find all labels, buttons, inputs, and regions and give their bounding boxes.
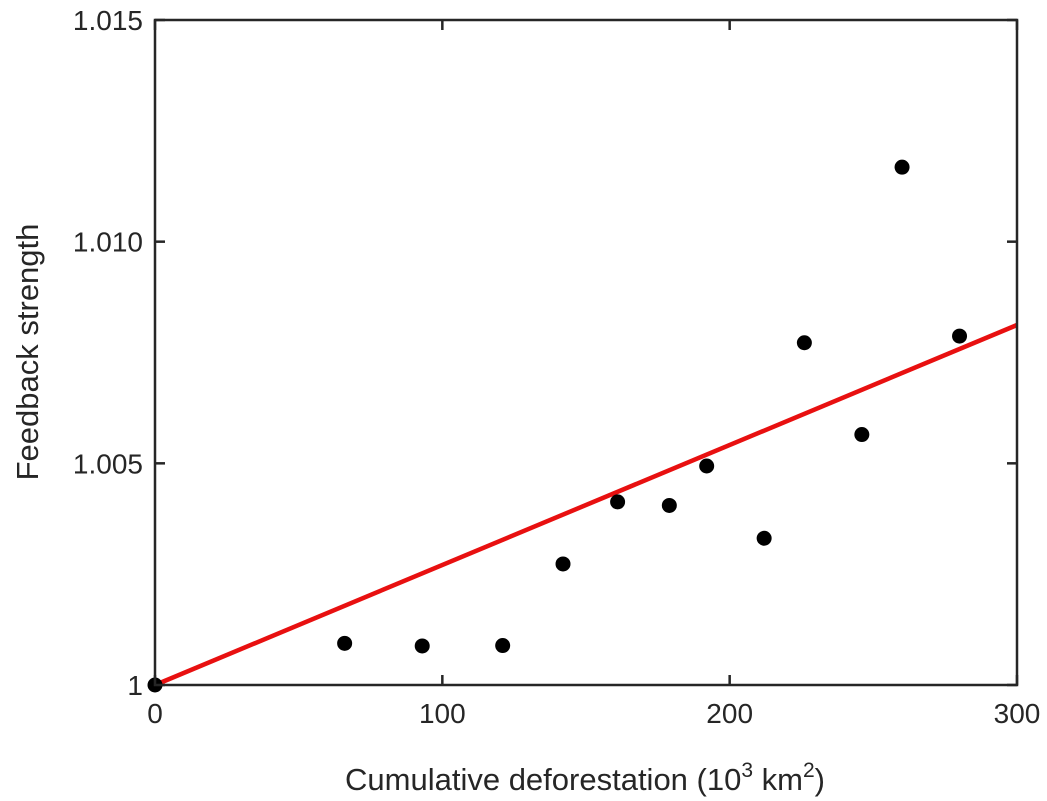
- data-point: [757, 531, 772, 546]
- points-layer: [148, 160, 968, 693]
- x-axis-title: Cumulative deforestation (103 km2): [345, 759, 825, 797]
- data-point: [895, 160, 910, 175]
- data-point: [610, 494, 625, 509]
- y-tick-label: 1.010: [73, 227, 143, 258]
- ticks-layer: [155, 20, 1017, 685]
- y-tick-label: 1.015: [73, 5, 143, 36]
- plot-frame: [155, 20, 1017, 685]
- fit-line: [155, 325, 1017, 685]
- data-point: [952, 329, 967, 344]
- data-point: [699, 458, 714, 473]
- data-point: [662, 498, 677, 513]
- data-point: [797, 335, 812, 350]
- x-tick-label: 300: [994, 698, 1041, 729]
- y-axis-title: Feedback strength: [10, 224, 45, 481]
- data-point: [495, 638, 510, 653]
- data-point: [556, 556, 571, 571]
- x-tick-label: 0: [147, 698, 163, 729]
- tick-labels-layer: 0 100 200 300 1 1.005 1.010 1.015: [73, 5, 1040, 729]
- y-tick-label: 1: [127, 670, 143, 701]
- data-point: [337, 636, 352, 651]
- data-point: [415, 638, 430, 653]
- x-tick-label: 100: [419, 698, 466, 729]
- fit-layer: [155, 325, 1017, 685]
- data-point: [854, 427, 869, 442]
- y-tick-label: 1.005: [73, 448, 143, 479]
- x-tick-label: 200: [706, 698, 753, 729]
